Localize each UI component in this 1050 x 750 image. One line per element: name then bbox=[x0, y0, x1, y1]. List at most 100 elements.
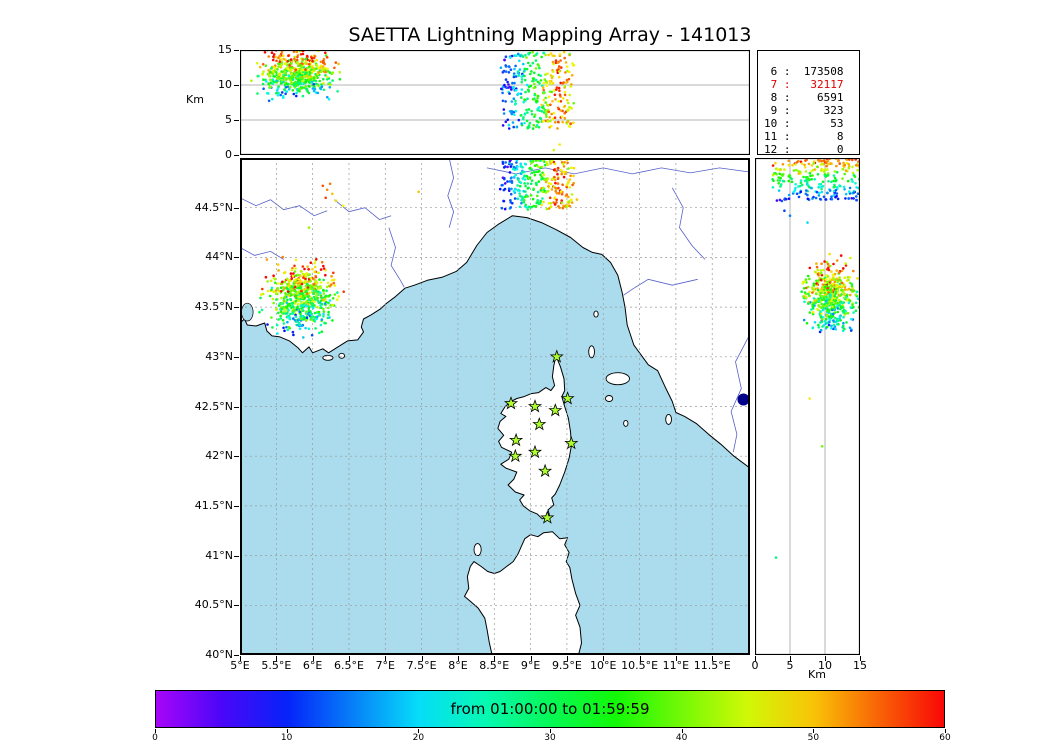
lightning-source bbox=[507, 86, 510, 89]
lightning-source bbox=[506, 118, 510, 122]
lightning-source bbox=[848, 190, 851, 193]
lightning-source bbox=[824, 198, 828, 201]
lightning-source bbox=[250, 79, 253, 82]
lightning-source bbox=[279, 310, 283, 313]
lightning-source bbox=[313, 85, 316, 89]
lightning-source bbox=[852, 311, 855, 314]
lightning-source bbox=[565, 183, 569, 187]
lightning-source bbox=[816, 272, 820, 276]
lightning-source bbox=[566, 109, 569, 112]
lightning-source bbox=[831, 308, 834, 312]
lightning-source bbox=[536, 94, 540, 98]
lightning-source bbox=[539, 79, 543, 82]
lightning-source bbox=[528, 167, 531, 170]
lightning-source bbox=[322, 68, 326, 71]
station-star bbox=[508, 448, 523, 463]
lightning-source bbox=[531, 197, 535, 201]
lightning-source bbox=[529, 72, 532, 76]
latitude-tick-label: 41°N bbox=[205, 548, 233, 562]
lightning-source bbox=[512, 85, 515, 89]
lightning-source bbox=[794, 186, 797, 190]
lightning-source bbox=[300, 87, 304, 90]
lightning-source bbox=[836, 307, 840, 310]
lightning-source bbox=[279, 82, 283, 85]
lightning-source bbox=[556, 172, 559, 176]
lightning-source bbox=[805, 189, 808, 192]
lightning-source bbox=[554, 59, 558, 62]
lightning-source bbox=[278, 73, 282, 77]
lightning-source bbox=[819, 321, 822, 324]
lightning-source bbox=[836, 319, 840, 322]
lightning-source bbox=[541, 190, 544, 194]
lightning-source bbox=[775, 199, 779, 202]
lightning-source bbox=[508, 180, 512, 183]
lightning-source bbox=[277, 91, 280, 95]
lightning-source bbox=[848, 186, 852, 190]
lightning-source bbox=[847, 166, 851, 170]
lightning-source bbox=[271, 72, 275, 76]
lightning-source bbox=[819, 278, 823, 282]
lightning-source bbox=[507, 189, 511, 193]
lightning-source bbox=[843, 276, 846, 279]
lightning-source bbox=[278, 62, 281, 66]
lightning-source bbox=[554, 186, 557, 190]
lightning-source bbox=[315, 317, 318, 321]
lightning-source bbox=[521, 117, 525, 121]
lightning-source bbox=[546, 189, 550, 193]
lightning-source bbox=[571, 62, 574, 65]
lightning-source bbox=[811, 291, 814, 294]
lightning-source bbox=[821, 184, 825, 188]
lightning-source bbox=[546, 72, 549, 75]
lightning-source bbox=[301, 79, 304, 83]
lightning-source bbox=[826, 313, 829, 317]
tick-mark bbox=[234, 85, 239, 86]
lightning-source bbox=[836, 301, 840, 305]
tick-mark bbox=[348, 656, 350, 661]
lightning-source bbox=[543, 178, 546, 182]
lightning-source bbox=[287, 54, 290, 57]
lightning-source bbox=[331, 192, 334, 196]
lightning-source bbox=[776, 179, 780, 182]
colorbar-tick-label: 30 bbox=[544, 733, 556, 743]
lightning-source bbox=[540, 178, 543, 181]
lightning-source bbox=[541, 106, 544, 109]
lightning-source bbox=[319, 87, 322, 91]
lightning-source bbox=[512, 97, 516, 100]
lightning-source bbox=[295, 306, 299, 310]
lightning-source bbox=[292, 333, 295, 337]
lightning-source bbox=[525, 119, 529, 123]
lightning-source bbox=[319, 291, 322, 295]
lightning-source bbox=[835, 323, 839, 326]
lightning-source bbox=[842, 185, 846, 189]
lightning-source bbox=[300, 324, 303, 328]
lightning-source bbox=[563, 84, 567, 88]
lightning-source bbox=[258, 310, 261, 314]
lightning-source bbox=[825, 161, 828, 164]
lightning-source bbox=[304, 275, 307, 278]
lightning-source bbox=[778, 198, 782, 202]
river-2 bbox=[388, 227, 405, 288]
lightning-source bbox=[560, 201, 564, 205]
lightning-source bbox=[547, 207, 551, 210]
lightning-source bbox=[558, 53, 562, 56]
lightning-source bbox=[531, 79, 534, 83]
latitude-tick-label: 40.5°N bbox=[194, 598, 233, 612]
lightning-source bbox=[262, 87, 265, 90]
lightning-source bbox=[531, 127, 535, 130]
lightning-source bbox=[532, 86, 536, 90]
lightning-source bbox=[296, 323, 299, 327]
lightning-source bbox=[267, 82, 270, 85]
lightning-source bbox=[819, 328, 823, 332]
lightning-source bbox=[304, 68, 307, 71]
colorbar-tick-label: 50 bbox=[807, 733, 820, 743]
lightning-source bbox=[280, 50, 284, 54]
map-frame bbox=[240, 158, 750, 655]
lightning-source bbox=[847, 301, 851, 305]
lightning-source bbox=[554, 98, 557, 101]
lightning-source bbox=[308, 72, 312, 75]
lightning-source bbox=[291, 89, 295, 92]
lightning-source bbox=[322, 292, 326, 295]
porquerolles-island bbox=[322, 354, 334, 361]
tick-mark bbox=[234, 257, 239, 259]
